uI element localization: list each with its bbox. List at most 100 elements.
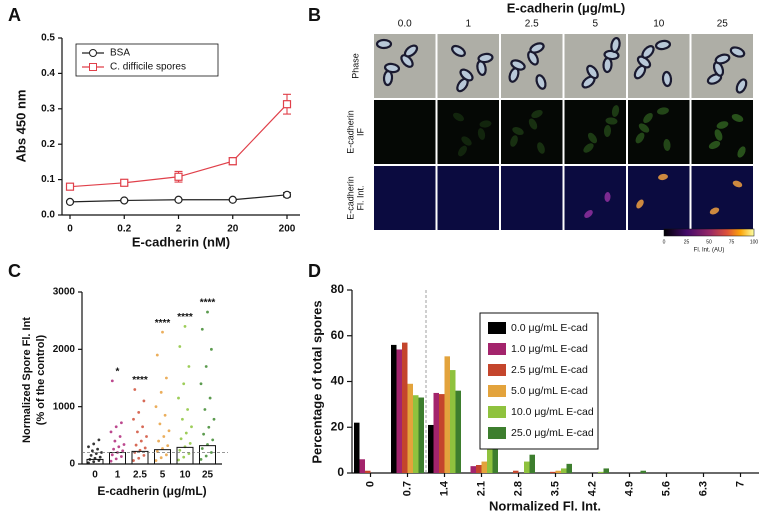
significance: *: [116, 367, 120, 378]
spore-signal: [479, 120, 492, 128]
marker: [282, 190, 292, 199]
legend-marker: [89, 63, 97, 71]
x-tick-label: 1.4: [438, 480, 450, 496]
point: [182, 382, 186, 386]
bar: [555, 470, 561, 473]
micrograph: [374, 166, 436, 230]
column-label: 2.5: [525, 19, 539, 30]
spore-signal: [603, 125, 612, 137]
y-axis-label: Abs 450 nm: [13, 90, 28, 163]
point: [187, 365, 191, 368]
colorbar: [663, 228, 755, 237]
spore: [714, 53, 731, 65]
point: [137, 411, 141, 414]
spore: [661, 70, 673, 88]
x-tick-label: 0.7: [401, 481, 413, 496]
x-tick-label: 10: [179, 470, 191, 481]
spore-signal: [531, 109, 543, 119]
point: [202, 432, 206, 436]
point: [178, 448, 182, 452]
point: [109, 459, 113, 463]
micrograph: [437, 100, 499, 164]
point: [210, 451, 213, 454]
point: [199, 458, 203, 461]
bar: [470, 466, 476, 473]
bar: [603, 468, 609, 473]
spore: [636, 55, 652, 69]
point: [166, 444, 170, 448]
panel-label: A: [8, 5, 21, 25]
x-tick-label: 0.2: [117, 224, 131, 235]
spore-signal: [716, 121, 729, 129]
spore-signal: [587, 132, 598, 144]
point: [109, 430, 113, 434]
point: [163, 413, 167, 417]
x-axis-label: E-cadherin (μg/mL): [97, 484, 206, 498]
legend-label: 5.0 μg/mL E-cad: [511, 385, 588, 397]
x-tick-label: 4.2: [586, 481, 598, 496]
y-tick-label: 0: [69, 459, 75, 470]
y-tick-label: 1000: [53, 401, 76, 412]
spore: [641, 45, 655, 59]
point: [208, 396, 212, 400]
bar: [418, 397, 424, 473]
y-tick-label: 80: [331, 282, 345, 296]
spore-signal: [709, 207, 720, 215]
spore: [375, 38, 393, 50]
colorbar-tick-label: 100: [750, 239, 759, 245]
point: [187, 452, 191, 456]
y-tick-label: 0.3: [41, 103, 55, 114]
x-tick-label: 0: [67, 224, 73, 235]
bar: [413, 395, 419, 473]
spore: [529, 42, 545, 54]
row-label: Fl. Int.: [355, 185, 365, 210]
point: [91, 449, 94, 453]
bar: [566, 463, 572, 473]
x-tick-label: 20: [227, 224, 239, 235]
spore-signal: [583, 143, 594, 153]
micrograph: [691, 166, 753, 230]
point: [132, 459, 135, 462]
spore-signal: [510, 135, 518, 147]
bar: [550, 471, 556, 473]
x-tick-label: 2: [176, 224, 182, 235]
point: [207, 425, 211, 429]
y-tick-label: 0.1: [41, 174, 55, 185]
point: [92, 442, 96, 446]
spore-signal: [604, 192, 611, 202]
grid-title: E-cadherin (μg/mL): [507, 0, 625, 15]
x-tick-label: 6.3: [697, 481, 709, 496]
spore-signal: [708, 140, 721, 150]
bar: [402, 342, 408, 473]
y-axis-label: Normalized Spore Fl. Int: [21, 317, 33, 443]
point: [120, 455, 123, 458]
spore-signal: [453, 112, 464, 122]
y-tick-label: 0: [337, 465, 344, 479]
point: [121, 449, 125, 453]
bar: [455, 390, 461, 473]
point: [136, 430, 139, 434]
spore: [459, 68, 474, 82]
point: [210, 347, 213, 351]
bar: [428, 424, 434, 473]
point: [190, 425, 193, 429]
bar: [131, 450, 149, 465]
y-tick-label: 0.0: [41, 210, 55, 221]
point: [199, 382, 203, 386]
bar: [476, 464, 482, 473]
legend-box: [75, 43, 219, 77]
point: [179, 437, 183, 441]
spore-signal: [611, 105, 620, 117]
legend-swatch: [488, 364, 506, 376]
panel-label: D: [308, 261, 321, 281]
point: [133, 388, 137, 391]
point: [112, 447, 115, 451]
y-tick-label: 20: [331, 419, 345, 433]
column-label: 5: [592, 19, 598, 30]
point: [159, 456, 163, 460]
panel-label: C: [8, 261, 21, 281]
point: [94, 452, 98, 456]
colorbar-tick-label: 25: [684, 239, 690, 245]
point: [204, 454, 208, 458]
point: [162, 435, 166, 438]
